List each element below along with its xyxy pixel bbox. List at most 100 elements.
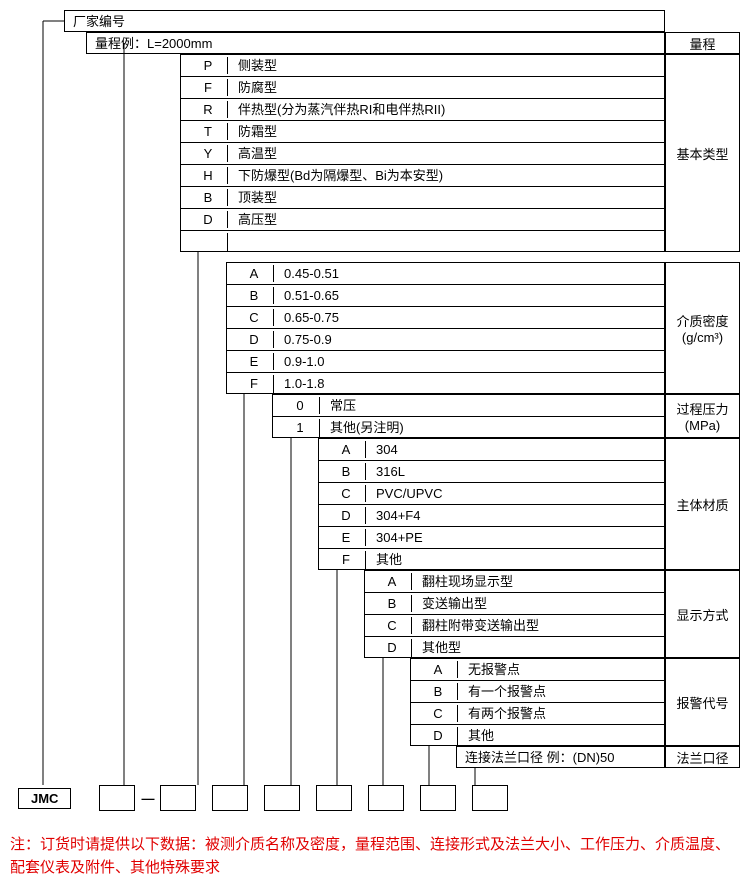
- basic_type-code: P: [189, 57, 228, 74]
- basic_type-code: H: [189, 167, 228, 184]
- alarm-row: C有两个报警点: [411, 703, 664, 725]
- order-note: 注：订货时请提供以下数据：被测介质名称及密度，量程范围、连接形式及法兰大小、工作…: [10, 834, 740, 879]
- basic_type-code: B: [189, 189, 228, 206]
- alarm-desc: 有两个报警点: [458, 705, 656, 722]
- density-code: B: [235, 287, 274, 304]
- basic_type-row: P侧装型: [181, 55, 664, 77]
- display-table: A翻柱现场显示型B变送输出型C翻柱附带变送输出型D其他型: [364, 570, 665, 658]
- basic_type-desc: 高压型: [228, 211, 656, 228]
- density-row: C0.65-0.75: [227, 307, 664, 329]
- basic_type-row: B顶装型: [181, 187, 664, 209]
- material-row: E304+PE: [319, 527, 664, 549]
- density-code: A: [235, 265, 274, 282]
- header-row-2-text: 量程例：L=2000mm: [87, 33, 664, 55]
- label-range: 量程: [665, 32, 740, 54]
- label-material: 主体材质: [665, 438, 740, 570]
- basic_type-row: R伴热型(分为蒸汽伴热RI和电伴热RII): [181, 99, 664, 121]
- material-code: B: [327, 463, 366, 480]
- alarm-row: B有一个报警点: [411, 681, 664, 703]
- basic_type-desc: 下防爆型(Bd为隔爆型、Bi为本安型): [228, 167, 656, 184]
- slot-alarm: [420, 785, 456, 811]
- basic_type-row: [181, 231, 664, 253]
- material-row: B316L: [319, 461, 664, 483]
- alarm-code: B: [419, 683, 458, 700]
- slot-pressure: [264, 785, 300, 811]
- flange-row: 连接法兰口径 例：(DN)50: [456, 746, 665, 768]
- pressure-code: 1: [281, 419, 320, 437]
- display-row: C翻柱附带变送输出型: [365, 615, 664, 637]
- density-desc: 0.51-0.65: [274, 287, 656, 304]
- basic_type-desc: [228, 233, 656, 251]
- alarm-row: D其他: [411, 725, 664, 747]
- alarm-row: A无报警点: [411, 659, 664, 681]
- alarm-code: C: [419, 705, 458, 722]
- label-pressure: 过程压力 (MPa): [665, 394, 740, 438]
- material-table: A304B316LCPVC/UPVCD304+F4E304+PEF其他: [318, 438, 665, 570]
- density-row: E0.9-1.0: [227, 351, 664, 373]
- header-row-1-text: 厂家编号: [65, 11, 664, 33]
- basic_type-code: Y: [189, 145, 228, 162]
- display-desc: 翻柱现场显示型: [412, 573, 656, 590]
- slot-density: [212, 785, 248, 811]
- display-desc: 变送输出型: [412, 595, 656, 612]
- basic_type-row: T防霜型: [181, 121, 664, 143]
- density-row: D0.75-0.9: [227, 329, 664, 351]
- basic_type-desc: 防霜型: [228, 123, 656, 140]
- pressure-row: 1其他(另注明): [273, 417, 664, 439]
- basic_type-row: H下防爆型(Bd为隔爆型、Bi为本安型): [181, 165, 664, 187]
- slot-material: [316, 785, 352, 811]
- material-code: C: [327, 485, 366, 502]
- slot-basic-type: [160, 785, 196, 811]
- basic_type-row: Y高温型: [181, 143, 664, 165]
- label-basic-type: 基本类型: [665, 54, 740, 252]
- slot-range: [99, 785, 135, 811]
- basic_type-code: [189, 233, 228, 251]
- density-desc: 1.0-1.8: [274, 375, 656, 393]
- alarm-code: A: [419, 661, 458, 678]
- material-code: A: [327, 441, 366, 458]
- material-row: A304: [319, 439, 664, 461]
- label-alarm: 报警代号: [665, 658, 740, 746]
- density-desc: 0.45-0.51: [274, 265, 656, 282]
- density-row: F1.0-1.8: [227, 373, 664, 395]
- basic_type-desc: 高温型: [228, 145, 656, 162]
- material-row: D304+F4: [319, 505, 664, 527]
- pressure-desc: 其他(另注明): [320, 419, 656, 437]
- density-row: B0.51-0.65: [227, 285, 664, 307]
- basic_type-code: F: [189, 79, 228, 96]
- dash: —: [135, 791, 160, 806]
- basic_type-row: D高压型: [181, 209, 664, 231]
- material-code: E: [327, 529, 366, 546]
- display-code: B: [373, 595, 412, 612]
- density-code: E: [235, 353, 274, 370]
- basic_type-desc: 防腐型: [228, 79, 656, 96]
- alarm-desc: 其他: [458, 727, 656, 745]
- pressure-code: 0: [281, 397, 320, 414]
- pressure-row: 0常压: [273, 395, 664, 417]
- density-row: A0.45-0.51: [227, 263, 664, 285]
- display-row: D其他型: [365, 637, 664, 659]
- pressure-table: 0常压1其他(另注明): [272, 394, 665, 438]
- material-code: F: [327, 551, 366, 569]
- display-row: A翻柱现场显示型: [365, 571, 664, 593]
- display-row: B变送输出型: [365, 593, 664, 615]
- density-desc: 0.9-1.0: [274, 353, 656, 370]
- label-flange: 法兰口径: [665, 746, 740, 768]
- display-code: A: [373, 573, 412, 590]
- basic_type-desc: 伴热型(分为蒸汽伴热RI和电伴热RII): [228, 101, 656, 118]
- display-code: D: [373, 639, 412, 657]
- basic_type-desc: 顶装型: [228, 189, 656, 206]
- header-row-1: 厂家编号: [64, 10, 665, 32]
- density-code: D: [235, 331, 274, 348]
- pressure-desc: 常压: [320, 397, 656, 414]
- alarm-code: D: [419, 727, 458, 745]
- alarm-table: A无报警点B有一个报警点C有两个报警点D其他: [410, 658, 665, 746]
- density-code: C: [235, 309, 274, 326]
- slot-display: [368, 785, 404, 811]
- display-code: C: [373, 617, 412, 634]
- material-desc: 304+PE: [366, 529, 656, 546]
- density-table: A0.45-0.51B0.51-0.65C0.65-0.75D0.75-0.9E…: [226, 262, 665, 394]
- material-code: D: [327, 507, 366, 524]
- label-display: 显示方式: [665, 570, 740, 658]
- material-row: F其他: [319, 549, 664, 571]
